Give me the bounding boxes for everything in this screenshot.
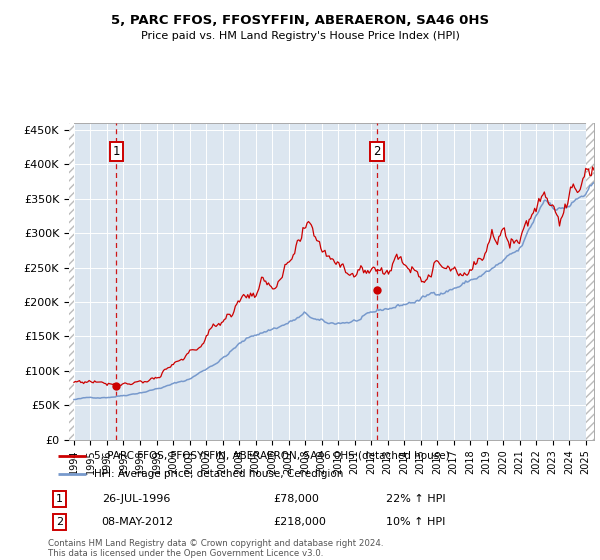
Text: 1: 1 (56, 494, 64, 504)
Text: Contains HM Land Registry data © Crown copyright and database right 2024.
This d: Contains HM Land Registry data © Crown c… (48, 539, 383, 558)
Text: 5, PARC FFOS, FFOSYFFIN, ABERAERON, SA46 0HS (detached house): 5, PARC FFOS, FFOSYFFIN, ABERAERON, SA46… (94, 451, 449, 461)
Text: 1: 1 (112, 145, 120, 158)
Text: 08-MAY-2012: 08-MAY-2012 (102, 517, 174, 528)
Text: 10% ↑ HPI: 10% ↑ HPI (386, 517, 446, 528)
Text: 26-JUL-1996: 26-JUL-1996 (102, 494, 170, 504)
Text: HPI: Average price, detached house, Ceredigion: HPI: Average price, detached house, Cere… (94, 469, 343, 479)
Text: Price paid vs. HM Land Registry's House Price Index (HPI): Price paid vs. HM Land Registry's House … (140, 31, 460, 41)
Text: 22% ↑ HPI: 22% ↑ HPI (386, 494, 446, 504)
Bar (69, 123, 74, 440)
Bar (586, 123, 594, 440)
Text: 5, PARC FFOS, FFOSYFFIN, ABERAERON, SA46 0HS: 5, PARC FFOS, FFOSYFFIN, ABERAERON, SA46… (111, 14, 489, 27)
Text: £218,000: £218,000 (274, 517, 326, 528)
Text: 2: 2 (373, 145, 380, 158)
Text: 2: 2 (56, 517, 64, 528)
Text: £78,000: £78,000 (274, 494, 319, 504)
